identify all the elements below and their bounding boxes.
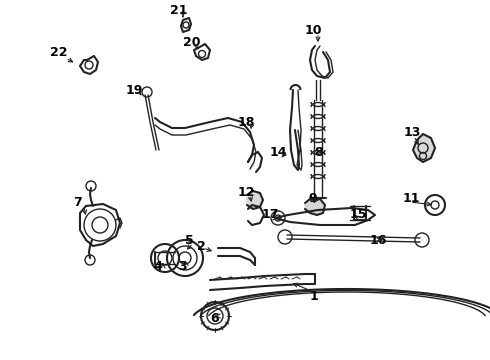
- Text: 14: 14: [270, 145, 288, 158]
- Polygon shape: [413, 134, 435, 162]
- Text: 15: 15: [350, 208, 368, 221]
- Text: 5: 5: [185, 234, 194, 247]
- Text: 21: 21: [170, 4, 188, 17]
- Text: 13: 13: [404, 126, 421, 139]
- Text: 6: 6: [210, 311, 219, 324]
- Text: 19: 19: [126, 84, 144, 96]
- Text: 3: 3: [178, 261, 187, 274]
- Text: 20: 20: [183, 36, 200, 49]
- Text: 17: 17: [262, 208, 279, 221]
- Text: 10: 10: [305, 23, 322, 36]
- Text: 2: 2: [197, 239, 206, 252]
- Polygon shape: [247, 191, 263, 209]
- Text: 16: 16: [370, 234, 388, 247]
- Text: 4: 4: [153, 261, 162, 274]
- Text: 9: 9: [308, 192, 317, 204]
- Text: 12: 12: [238, 185, 255, 198]
- Text: 22: 22: [50, 45, 68, 58]
- Text: 7: 7: [73, 195, 82, 208]
- Text: 11: 11: [403, 192, 420, 204]
- Text: 18: 18: [238, 116, 255, 129]
- Polygon shape: [305, 199, 325, 215]
- Text: 8: 8: [314, 145, 322, 158]
- Text: 1: 1: [310, 289, 319, 302]
